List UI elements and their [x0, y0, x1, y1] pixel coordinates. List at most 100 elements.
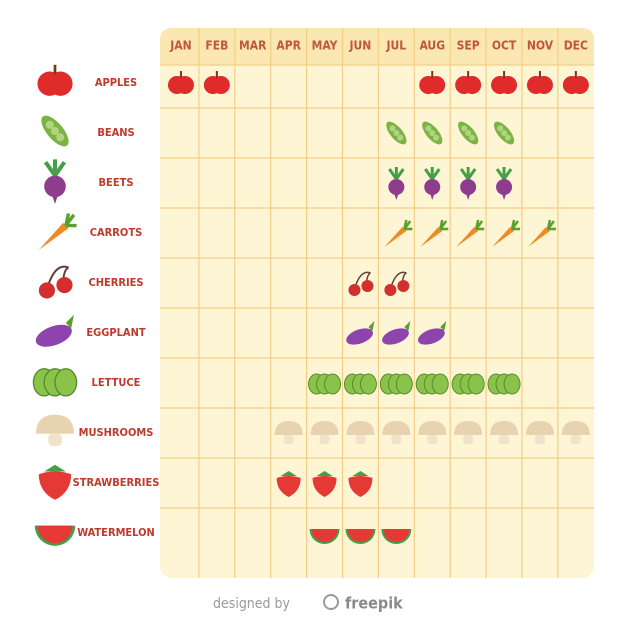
month-label: MAR	[239, 39, 267, 53]
month-label: DEC	[564, 39, 588, 53]
flesh	[383, 529, 410, 542]
brand: freepik	[345, 594, 403, 613]
season-icon	[345, 529, 376, 544]
row-label: BEANS	[97, 126, 134, 139]
apple	[463, 76, 482, 94]
month-label: SEP	[457, 39, 480, 53]
carrot	[420, 227, 443, 247]
month-label: AUG	[419, 39, 445, 53]
pea	[45, 120, 54, 129]
cherry	[384, 284, 397, 296]
month-label: JAN	[169, 39, 191, 53]
season-icon	[379, 373, 413, 395]
cherry	[38, 282, 55, 299]
season-icon	[310, 421, 339, 444]
season-icon	[451, 373, 485, 395]
season-icon	[348, 271, 374, 296]
season-icon	[274, 421, 303, 444]
row-label: CARROTS	[90, 226, 142, 239]
season-icon	[424, 167, 441, 200]
leaf	[495, 167, 513, 180]
season-icon	[382, 321, 411, 345]
tail	[52, 195, 58, 204]
berry	[38, 471, 72, 500]
cap	[346, 421, 375, 435]
pea	[50, 126, 60, 136]
apple	[534, 76, 553, 94]
carrot	[527, 227, 550, 247]
row-label: APPLES	[95, 76, 137, 89]
cap	[490, 421, 519, 435]
leaf	[43, 159, 67, 177]
cap	[382, 421, 411, 435]
apple	[499, 76, 518, 94]
cap	[418, 421, 447, 435]
season-icon	[203, 71, 230, 94]
pea	[56, 133, 65, 142]
month-label: FEB	[205, 39, 228, 53]
stem	[538, 71, 541, 78]
flesh	[311, 529, 338, 542]
beet	[44, 175, 66, 198]
season-icon	[346, 421, 375, 444]
eggplant	[418, 328, 445, 345]
season-icon	[308, 373, 342, 395]
season-icon	[346, 321, 375, 345]
flesh	[347, 529, 374, 542]
row-icon	[37, 64, 73, 96]
stem	[499, 435, 510, 444]
season-icon	[487, 373, 521, 395]
beet	[388, 179, 405, 195]
month-label: APR	[276, 39, 301, 53]
top	[474, 219, 485, 231]
pea	[497, 125, 504, 132]
season-icon	[562, 71, 589, 94]
cap	[454, 421, 483, 435]
row-icon	[36, 414, 74, 446]
season-icon	[491, 71, 518, 94]
leaf	[54, 368, 78, 397]
top	[510, 219, 521, 231]
stem	[570, 435, 581, 444]
row-icon	[43, 159, 67, 204]
season-icon	[381, 529, 412, 544]
pea	[425, 125, 432, 132]
row-icon	[38, 213, 77, 250]
stem	[283, 435, 294, 444]
cherry	[56, 276, 73, 294]
beet	[424, 179, 441, 195]
row-label: WATERMELON	[77, 526, 155, 539]
beet	[496, 179, 513, 195]
leaf	[359, 373, 377, 395]
cap	[404, 321, 411, 331]
season-icon	[418, 321, 447, 345]
leaf	[424, 167, 441, 180]
leaf	[324, 373, 342, 395]
month-label: JUN	[349, 39, 372, 53]
pea	[389, 125, 396, 132]
season-icon	[388, 167, 405, 200]
season-icon	[455, 71, 482, 94]
eggplant	[346, 328, 373, 345]
stem	[467, 71, 470, 78]
tail	[430, 194, 435, 200]
leaf	[388, 167, 405, 180]
tail	[502, 194, 507, 200]
eggplant	[382, 328, 409, 345]
leaf	[395, 373, 413, 395]
cap	[440, 321, 447, 331]
season-icon	[420, 219, 449, 247]
season-icon	[493, 121, 515, 145]
season-icon	[422, 121, 443, 145]
top	[64, 213, 77, 228]
season-icon	[561, 421, 590, 444]
season-icon	[419, 71, 446, 94]
season-icon	[415, 373, 449, 395]
cap	[561, 421, 590, 435]
pea	[461, 125, 468, 132]
eggplant	[35, 324, 72, 347]
calendar-panel	[160, 28, 594, 578]
apple	[211, 76, 230, 94]
pea	[433, 134, 440, 141]
